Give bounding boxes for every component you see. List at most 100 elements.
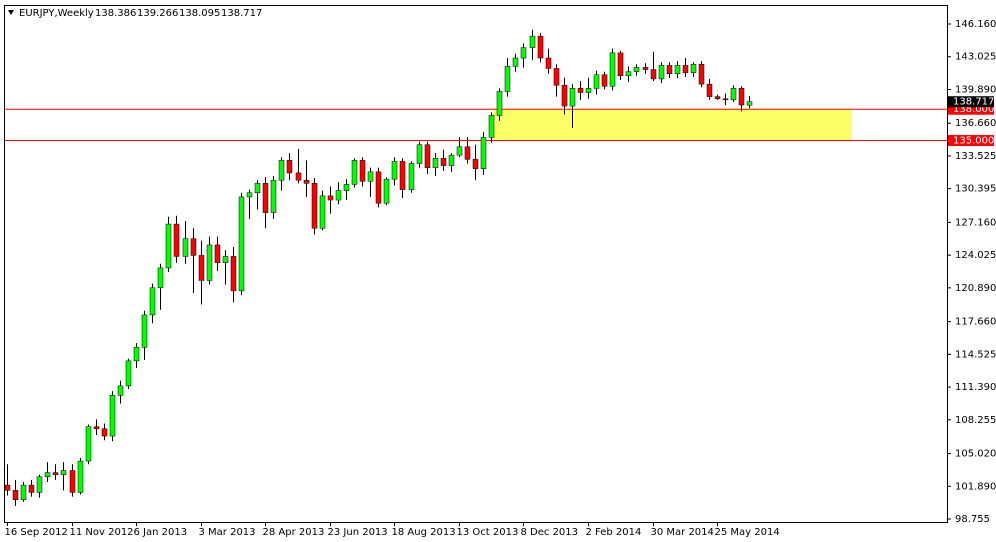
candle-body: [746, 101, 753, 106]
y-tick-label: 130.395: [955, 184, 996, 195]
candle-body: [472, 159, 479, 169]
candle-body: [311, 183, 318, 229]
plot-frame: [4, 5, 948, 523]
candle-body: [488, 115, 495, 138]
y-tick-label: 105.020: [955, 449, 996, 460]
candle-body: [149, 287, 156, 316]
candle-body: [28, 484, 35, 493]
candle-body: [625, 71, 632, 77]
candle-body: [4, 484, 11, 491]
candle-body: [529, 35, 536, 48]
candle-body: [85, 426, 92, 462]
level-tag-label: 135.000: [953, 136, 994, 147]
candle-body: [125, 360, 132, 387]
candle-body: [367, 171, 374, 182]
header-low: 138.095: [179, 8, 220, 19]
candle-body: [109, 395, 116, 437]
candle-body: [77, 460, 84, 493]
candle-body: [351, 160, 358, 185]
tag-layer: 138.000 135.000 138.717: [948, 96, 994, 147]
candle-body: [206, 244, 213, 281]
header-open: 138.386: [95, 8, 136, 19]
chart-title: EURJPY,Weekly: [19, 8, 94, 19]
level-tag: [948, 135, 994, 147]
candle-body: [714, 96, 721, 100]
candle-body: [658, 65, 665, 80]
candle-body: [190, 238, 197, 256]
x-tick-label: 16 Sep 2012: [5, 527, 68, 538]
candle-body: [464, 146, 471, 160]
y-tick-label: 127.160: [955, 217, 996, 228]
x-tick-label: 25 May 2014: [715, 527, 780, 538]
candle-body: [141, 314, 148, 348]
candle-body: [682, 65, 689, 73]
candle-body: [44, 472, 51, 478]
level-tag: [948, 103, 994, 115]
candle-body: [408, 163, 415, 190]
candle-body: [375, 171, 382, 204]
candle-body: [198, 255, 205, 281]
candle-body: [182, 238, 189, 257]
candle-body: [520, 47, 527, 59]
candle-body: [561, 84, 568, 107]
candle-body: [214, 244, 221, 263]
candle-body: [440, 158, 447, 166]
candle-body: [173, 223, 180, 257]
candle-body: [424, 144, 431, 168]
candle-body: [545, 57, 552, 69]
candle-body: [295, 172, 302, 181]
candle-body: [504, 66, 511, 92]
candle-body: [722, 98, 729, 101]
candle-body: [674, 65, 681, 74]
current-price-tag: [948, 96, 994, 108]
y-tick-label: 136.660: [955, 118, 996, 129]
x-tick-label: 2 Feb 2014: [586, 527, 642, 538]
menu-arrow: [8, 10, 14, 15]
candle-body: [577, 88, 584, 93]
y-tick-label: 146.160: [955, 19, 996, 30]
candle-body: [730, 88, 737, 101]
x-tick-label: 11 Nov 2012: [70, 527, 134, 538]
candle-body: [432, 158, 439, 168]
y-tick-label: 111.390: [955, 382, 996, 393]
candle-body: [359, 160, 366, 182]
current-price-label: 138.717: [953, 97, 994, 108]
candle-body: [165, 223, 172, 269]
candle-body: [157, 267, 164, 289]
candle-body: [230, 256, 237, 292]
candle-body: [496, 91, 503, 116]
candle-body: [650, 69, 657, 80]
y-tick-label: 108.255: [955, 415, 996, 426]
y-tick-label: 143.025: [955, 52, 996, 63]
header-close: 138.717: [221, 8, 262, 19]
x-tick-label: 8 Dec 2013: [521, 527, 579, 538]
candle-body: [480, 137, 487, 169]
candle-body: [36, 476, 43, 493]
level-tag-label: 138.000: [953, 104, 994, 115]
candle-body: [738, 88, 745, 106]
candle-body: [278, 160, 285, 181]
y-tick-label: 120.890: [955, 283, 996, 294]
candle-body: [52, 472, 59, 475]
candle-body: [60, 470, 67, 475]
y-tick-label: 98.755: [955, 514, 990, 525]
x-tick-label: 3 Mar 2013: [199, 527, 256, 538]
candle-body: [254, 183, 261, 193]
candle-body: [327, 195, 334, 201]
y-tick-label: 124.025: [955, 250, 996, 261]
candle-body: [69, 470, 76, 493]
candle-body: [133, 347, 140, 362]
candle-body: [399, 161, 406, 190]
candle-body: [569, 88, 576, 107]
header-high: 139.266: [137, 8, 178, 19]
zone-layer: [4, 108, 947, 142]
candle-body: [117, 385, 124, 396]
candle-body: [617, 52, 624, 77]
y-tick-label: 139.890: [955, 84, 996, 95]
candle-body: [416, 144, 423, 164]
mark-layer: [4, 29, 753, 507]
support-zone: [493, 109, 852, 141]
candle-body: [706, 83, 713, 97]
